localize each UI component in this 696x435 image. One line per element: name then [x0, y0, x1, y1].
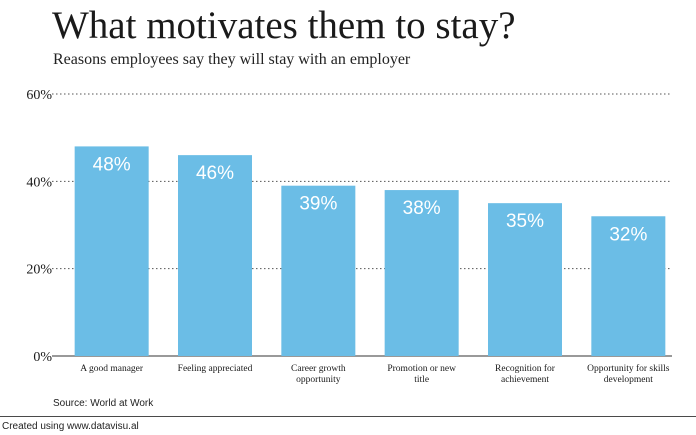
- bar-value-label: 46%: [196, 163, 234, 184]
- bar-value-label: 32%: [609, 224, 647, 245]
- category-label: Promotion or new: [387, 364, 456, 374]
- bar-value-label: 48%: [93, 154, 131, 175]
- bar-value-label: 38%: [403, 198, 441, 219]
- bar: [178, 155, 252, 356]
- bar: [384, 190, 459, 356]
- bars: [74, 146, 666, 356]
- category-label: Career growth: [291, 364, 346, 374]
- category-label: opportunity: [296, 375, 341, 385]
- y-tick-label: 40%: [26, 175, 52, 190]
- bar-value-label: 39%: [299, 194, 337, 215]
- chart-subtitle: Reasons employees say they will stay wit…: [53, 51, 411, 68]
- y-tick-label: 0%: [33, 350, 52, 365]
- category-label: Recognition for: [495, 363, 556, 374]
- category-label: title: [414, 375, 429, 385]
- source-note: Source: World at Work: [53, 398, 154, 409]
- category-label: A good manager: [80, 364, 144, 374]
- bar-chart: 0% 20% 40% 60% 48% A good manager 46% Feeling a…: [26, 88, 672, 385]
- y-tick-label: 20%: [26, 263, 52, 278]
- bar: [591, 216, 666, 356]
- category-label: achievement: [501, 375, 549, 385]
- bar: [74, 146, 149, 356]
- category-label: Feeling appreciated: [178, 364, 253, 374]
- chart-title: What motivates them to stay?: [52, 4, 516, 47]
- footer-credit: Created using www.datavisu.al: [2, 421, 139, 432]
- gridlines: [52, 93, 672, 357]
- labels: 0% 20% 40% 60% 48% A good manager 46% Feeling a…: [26, 88, 669, 385]
- y-tick-label: 60%: [26, 88, 52, 103]
- category-label: Opportunity for skills: [587, 363, 670, 374]
- bar-value-label: 35%: [506, 211, 544, 232]
- category-label: development: [604, 375, 653, 385]
- bar: [488, 203, 562, 356]
- bar: [281, 185, 356, 356]
- footer: Created using www.datavisu.al: [0, 416, 696, 435]
